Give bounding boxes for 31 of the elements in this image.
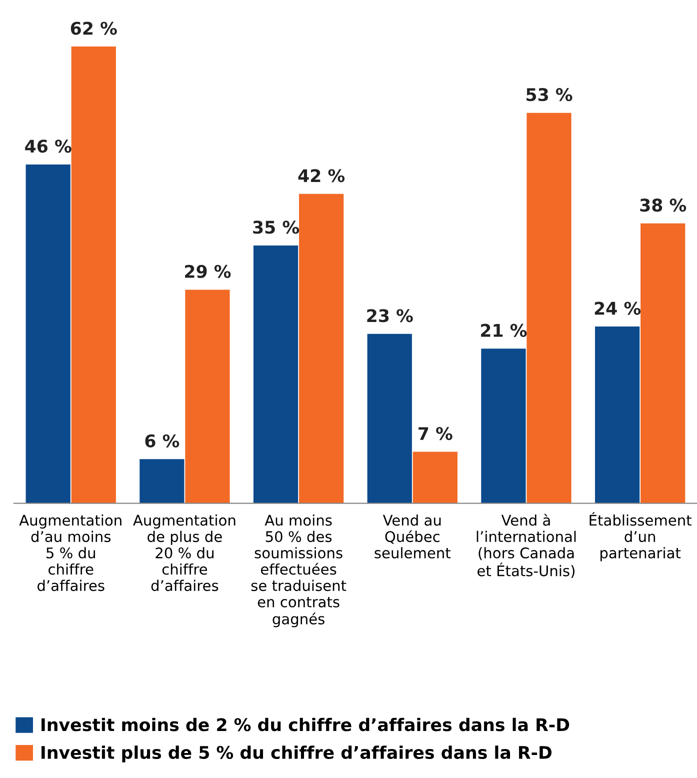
bar (412, 452, 458, 504)
bar (140, 459, 184, 504)
bar (640, 223, 686, 504)
bar (299, 194, 344, 504)
bar (367, 334, 412, 504)
x-tick-label: Vend au Québec seulement (374, 514, 451, 558)
x-tick-label: Au moins 50 % des soumissions effectuées se traduisent en contrats gagnés (251, 514, 346, 628)
data-label: 7 % (418, 426, 452, 440)
x-tick-label: Vend à l’international (hors Canada et États-Unis) (476, 514, 576, 578)
data-label: 53 % (526, 88, 572, 102)
data-label: 24 % (594, 302, 641, 315)
bar (26, 164, 70, 504)
data-label: 23 % (367, 309, 413, 322)
bar (594, 326, 640, 504)
bar (71, 46, 116, 504)
data-label: 35 % (253, 220, 300, 234)
data-label: 38 % (640, 198, 686, 212)
x-tick-label: Augmentation d’au moins 5 % du chiffre d’affaires (19, 514, 122, 592)
x-tick-label: Augmentation de plus de 20 % du chiffre d’affaires (133, 514, 236, 592)
bar (253, 245, 298, 504)
legend-label: Investit moins de 2 % du chiffre d’affaires dans la R-D (42, 718, 570, 732)
data-label: 46 % (25, 140, 72, 153)
data-label: 6 % (145, 434, 180, 448)
data-label: 62 % (70, 22, 117, 35)
data-label: 29 % (185, 264, 231, 278)
bar (481, 348, 526, 504)
bar (526, 112, 572, 504)
legend-label: Investit plus de 5 % du chiffre d’affaires dans la R-D (42, 746, 552, 762)
bar (185, 290, 230, 504)
data-label: 42 % (298, 169, 345, 182)
x-tick-label: Établissement d’un partenariat (590, 512, 692, 562)
